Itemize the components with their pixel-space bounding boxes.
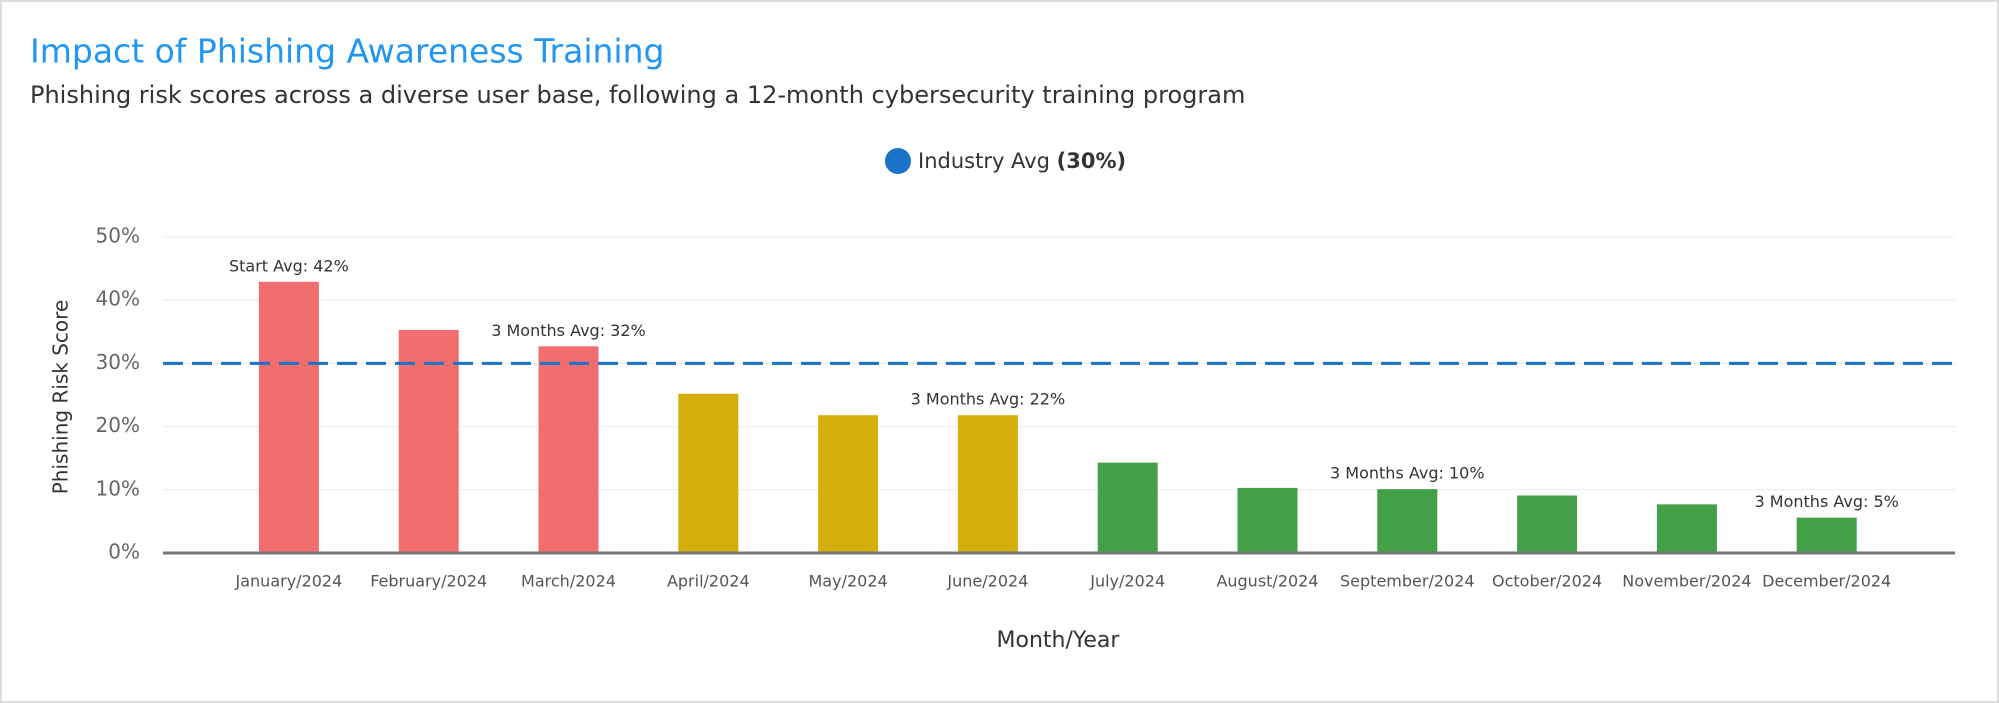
x-tick-label: May/2024 [809, 572, 888, 591]
y-tick-label: 10% [96, 476, 140, 500]
x-tick-label: April/2024 [667, 572, 750, 591]
bar [1656, 504, 1717, 553]
y-tick-label: 50% [96, 224, 140, 248]
y-tick-label: 40% [96, 287, 140, 311]
chart-subtitle: Phishing risk scores across a diverse us… [30, 81, 1245, 109]
x-tick-label: October/2024 [1492, 572, 1602, 591]
chart-title: Impact of Phishing Awareness Training [30, 32, 664, 71]
annotation: 3 Months Avg: 22% [911, 390, 1066, 409]
legend-marker [885, 148, 911, 174]
y-tick-label: 0% [108, 540, 140, 564]
x-tick-label: November/2024 [1622, 572, 1751, 591]
x-tick-label: July/2024 [1089, 572, 1165, 591]
bar [1097, 462, 1158, 553]
bar [957, 415, 1018, 553]
bar [1237, 487, 1298, 553]
bar [818, 415, 879, 553]
legend-name: Industry Avg [918, 149, 1050, 173]
x-tick-label: August/2024 [1216, 572, 1318, 591]
bar [1796, 517, 1857, 553]
annotation: 3 Months Avg: 10% [1330, 464, 1485, 483]
x-tick-label: February/2024 [370, 572, 487, 591]
annotation: Start Avg: 42% [229, 256, 349, 275]
bar [538, 346, 599, 553]
bar [1377, 489, 1438, 553]
x-axis-title: Month/Year [997, 628, 1121, 653]
bar [678, 393, 739, 553]
annotation: 3 Months Avg: 5% [1755, 492, 1899, 511]
x-tick-label: January/2024 [235, 572, 343, 591]
y-tick-label: 30% [96, 350, 140, 374]
legend-label: Industry Avg (30%) [918, 149, 1126, 173]
bar [398, 329, 459, 553]
y-axis-title: Phishing Risk Score [49, 300, 73, 495]
bar [258, 281, 319, 553]
x-tick-label: December/2024 [1762, 572, 1891, 591]
legend-value: (30%) [1057, 149, 1126, 173]
x-tick-label: June/2024 [946, 572, 1028, 591]
bar [1517, 495, 1578, 553]
x-tick-label: September/2024 [1340, 572, 1475, 591]
x-tick-label: March/2024 [521, 572, 616, 591]
annotation: 3 Months Avg: 32% [491, 321, 646, 340]
y-tick-label: 20% [96, 413, 140, 437]
